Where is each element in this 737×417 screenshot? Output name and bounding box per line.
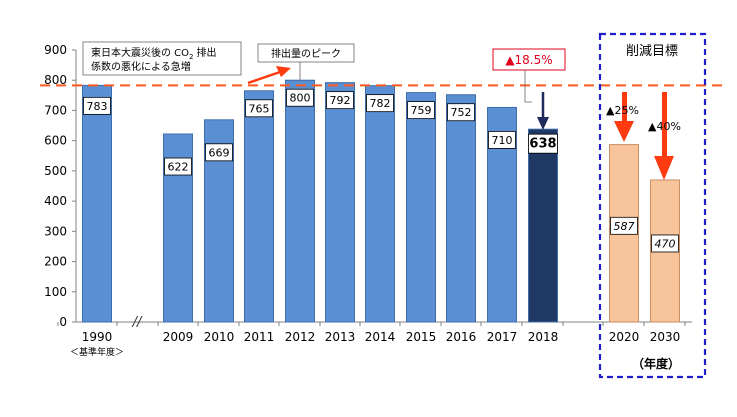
y-tick-label: 300 — [44, 224, 67, 238]
x-tick-label-2013: 2013 — [325, 330, 356, 344]
y-tick-label: 200 — [44, 255, 67, 269]
reduction-2018-leader — [524, 70, 532, 103]
reduction-2018-label: ▲18.5% — [505, 53, 552, 67]
value-label-box — [610, 216, 638, 235]
value-label-box — [164, 157, 192, 176]
x-tick-label-2010: 2010 — [204, 330, 235, 344]
note-line-1: 東日本大震災後の CO2 排出 — [91, 46, 217, 61]
value-label-box — [205, 143, 233, 162]
reduction-2020-label: ▲25% — [606, 104, 639, 117]
target-box — [598, 32, 707, 379]
x-tick-label-2009: 2009 — [163, 330, 194, 344]
x-axis-unit-label: （年度） — [632, 356, 680, 371]
y-tick-label: 900 — [44, 43, 67, 57]
x-tick-label-2020: 2020 — [609, 330, 640, 344]
value-label-box — [407, 101, 435, 120]
value-label-2015: 759 — [411, 104, 432, 117]
reduction-2018-arrow-head — [537, 117, 549, 130]
value-label-box — [528, 133, 558, 154]
target-title: 削減目標 — [626, 43, 678, 59]
reduction-2018-box — [492, 48, 566, 71]
bar-2011 — [244, 90, 274, 323]
value-label-box — [286, 88, 314, 107]
x-tick-label-2030: 2030 — [650, 330, 681, 344]
x-tick-label-2014: 2014 — [365, 330, 396, 344]
bar-2012 — [285, 79, 315, 323]
reduction-2030-arrow-head — [654, 156, 674, 180]
note-line-1-head: 東日本大震災後の CO — [91, 46, 189, 59]
note-box — [82, 41, 242, 76]
value-label-2014: 782 — [370, 97, 391, 110]
peak-label-box — [257, 43, 355, 63]
reduction-2030-label: ▲40% — [648, 120, 681, 133]
x-tick-label-2012: 2012 — [285, 330, 316, 344]
x-tick-label-1990: 1990 — [82, 330, 113, 344]
baseline-year-sublabel: ＜基準年度＞ — [70, 346, 124, 358]
value-label-1990: 783 — [87, 100, 108, 113]
reduction-2020-arrow-shaft — [622, 92, 627, 122]
y-tick-label: 700 — [44, 103, 67, 117]
reduction-2020-arrow-head — [614, 121, 634, 142]
value-label-2012: 800 — [290, 92, 311, 105]
peak-arrow-head — [276, 66, 291, 77]
x-tick-label-2017: 2017 — [487, 330, 518, 344]
y-tick-label: 0 — [59, 315, 67, 329]
x-tick-label-2015: 2015 — [406, 330, 437, 344]
y-tick-label: 500 — [44, 164, 67, 178]
bar-2014 — [365, 85, 395, 323]
note-line-1-tail: 排出 — [197, 46, 217, 59]
value-label-box — [326, 91, 354, 110]
value-label-2011: 765 — [249, 102, 270, 115]
y-tick-label: 600 — [44, 134, 67, 148]
value-label-2013: 792 — [330, 94, 351, 107]
y-tick-label: 400 — [44, 194, 67, 208]
value-label-2010: 669 — [209, 146, 230, 159]
value-label-2017: 710 — [492, 134, 513, 147]
bar-2013 — [325, 82, 355, 323]
value-label-box — [83, 96, 111, 115]
x-tick-label-2018: 2018 — [528, 330, 559, 344]
value-label-2020: 587 — [614, 220, 635, 233]
value-label-box — [651, 234, 679, 253]
bar-2015 — [406, 92, 436, 323]
y-tick-label: 800 — [44, 73, 67, 87]
value-label-box — [366, 94, 394, 113]
peak-arrow-shaft — [247, 70, 281, 85]
value-label-box — [488, 131, 516, 149]
bar-2016 — [446, 94, 476, 323]
value-label-box — [245, 99, 273, 118]
note-subscript: 2 — [189, 53, 193, 61]
reduction-2030-arrow-shaft — [662, 92, 667, 157]
x-tick-label-2016: 2016 — [446, 330, 477, 344]
note-line-2: 係数の悪化による急増 — [91, 60, 191, 73]
value-label-2030: 470 — [655, 237, 676, 250]
axis-break-mark: // — [132, 315, 143, 330]
x-tick-label-2011: 2011 — [244, 330, 275, 344]
peak-label: 排出量のピーク — [271, 47, 341, 60]
bar-1990 — [82, 84, 112, 323]
value-label-2009: 622 — [168, 161, 189, 174]
value-label-2018: 638 — [529, 137, 556, 152]
value-label-2016: 752 — [451, 106, 472, 119]
y-tick-label: 100 — [44, 285, 67, 299]
value-label-box — [447, 103, 475, 122]
bar-2018 — [528, 128, 558, 323]
